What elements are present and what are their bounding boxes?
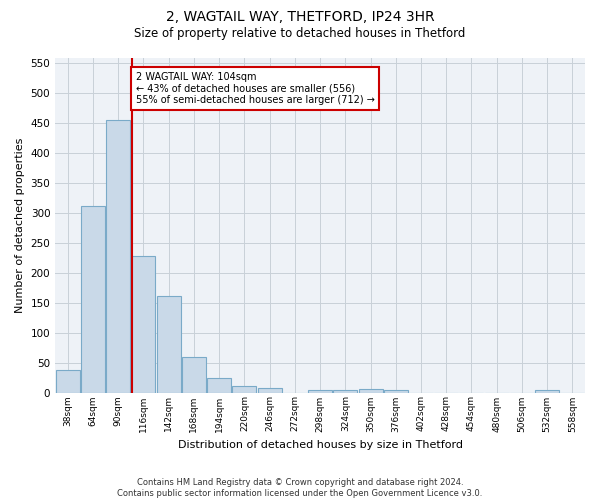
Bar — [535, 390, 559, 392]
X-axis label: Distribution of detached houses by size in Thetford: Distribution of detached houses by size … — [178, 440, 463, 450]
Bar — [106, 120, 130, 392]
Text: Size of property relative to detached houses in Thetford: Size of property relative to detached ho… — [134, 28, 466, 40]
Y-axis label: Number of detached properties: Number of detached properties — [15, 138, 25, 312]
Bar — [207, 378, 231, 392]
Bar — [182, 357, 206, 392]
Bar — [359, 389, 383, 392]
Bar — [131, 256, 155, 392]
Bar — [384, 390, 408, 392]
Text: 2 WAGTAIL WAY: 104sqm
← 43% of detached houses are smaller (556)
55% of semi-det: 2 WAGTAIL WAY: 104sqm ← 43% of detached … — [136, 72, 374, 105]
Bar — [232, 386, 256, 392]
Bar — [308, 390, 332, 392]
Bar — [157, 296, 181, 392]
Bar — [257, 388, 281, 392]
Text: Contains HM Land Registry data © Crown copyright and database right 2024.
Contai: Contains HM Land Registry data © Crown c… — [118, 478, 482, 498]
Bar — [56, 370, 80, 392]
Bar — [334, 390, 357, 392]
Bar — [81, 206, 105, 392]
Text: 2, WAGTAIL WAY, THETFORD, IP24 3HR: 2, WAGTAIL WAY, THETFORD, IP24 3HR — [166, 10, 434, 24]
